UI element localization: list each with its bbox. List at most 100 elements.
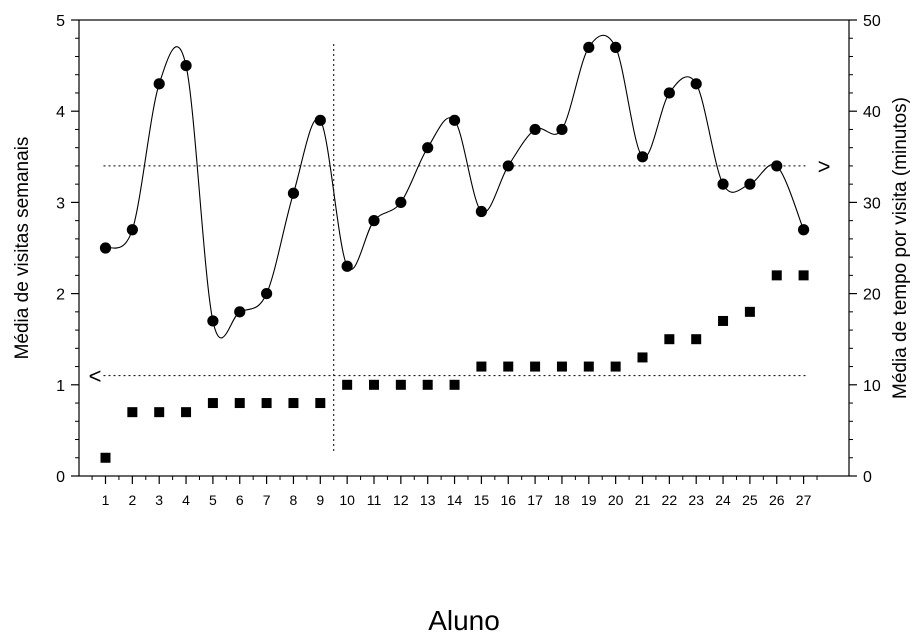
y-left-tick-label: 1 [56, 378, 65, 395]
data-point-square [718, 316, 728, 326]
y-left-tick-label: 3 [56, 195, 65, 212]
data-point-circle [503, 160, 514, 171]
reference-marker-label: < [89, 364, 102, 389]
data-point-square [584, 362, 594, 372]
data-point-square [235, 398, 245, 408]
data-point-square [208, 398, 218, 408]
data-point-circle [744, 179, 755, 190]
x-axis-title: Aluno [428, 605, 500, 636]
data-point-square [745, 307, 755, 317]
data-point-circle [583, 42, 594, 53]
data-point-circle [771, 160, 782, 171]
data-point-circle [717, 179, 728, 190]
y-axis-left-title: Média de visitas semanais [12, 137, 33, 360]
x-tick-label: 4 [182, 492, 190, 508]
y-right-tick-label: 50 [863, 13, 881, 30]
data-point-circle [556, 124, 567, 135]
data-point-square [342, 380, 352, 390]
y-right-tick-label: 10 [863, 378, 881, 395]
x-tick-label: 5 [209, 492, 217, 508]
data-point-circle [261, 288, 272, 299]
data-point-square [288, 398, 298, 408]
data-point-square [315, 398, 325, 408]
data-point-circle [180, 60, 191, 71]
x-tick-label: 2 [128, 492, 136, 508]
data-point-square [476, 362, 486, 372]
data-point-square [369, 380, 379, 390]
x-tick-label: 8 [290, 492, 298, 508]
x-tick-label: 1 [102, 492, 110, 508]
data-point-circle [100, 242, 111, 253]
plot-frame [79, 20, 849, 476]
data-point-circle [530, 124, 541, 135]
data-point-square [799, 270, 809, 280]
data-point-square [638, 352, 648, 362]
x-tick-label: 10 [339, 492, 355, 508]
data-point-square [423, 380, 433, 390]
data-point-square [154, 407, 164, 417]
x-tick-label: 9 [316, 492, 324, 508]
x-tick-label: 18 [554, 492, 570, 508]
x-tick-label: 17 [527, 492, 543, 508]
data-point-circle [315, 115, 326, 126]
x-tick-label: 20 [608, 492, 624, 508]
data-point-circle [798, 224, 809, 235]
data-point-square [127, 407, 137, 417]
y-left-tick-label: 2 [56, 287, 65, 304]
data-point-square [530, 362, 540, 372]
data-point-square [691, 334, 701, 344]
x-tick-label: 7 [263, 492, 271, 508]
data-point-square [262, 398, 272, 408]
x-tick-label: 3 [155, 492, 163, 508]
x-tick-label: 24 [715, 492, 731, 508]
x-tick-label: 25 [742, 492, 758, 508]
x-tick-label: 12 [393, 492, 409, 508]
data-point-square [101, 453, 111, 463]
data-point-circle [368, 215, 379, 226]
data-point-circle [637, 151, 648, 162]
y-axis-right-title: Média de tempo por visita (minutos) [890, 97, 911, 399]
x-tick-label: 6 [236, 492, 244, 508]
y-right-tick-label: 20 [863, 287, 881, 304]
x-tick-label: 26 [769, 492, 785, 508]
x-tick-label: 21 [635, 492, 651, 508]
x-tick-label: 27 [796, 492, 812, 508]
data-point-circle [127, 224, 138, 235]
y-left-tick-label: 5 [56, 13, 65, 30]
data-point-square [503, 362, 513, 372]
data-point-square [664, 334, 674, 344]
x-tick-label: 15 [474, 492, 490, 508]
data-point-circle [610, 42, 621, 53]
data-point-circle [449, 115, 460, 126]
data-point-square [772, 270, 782, 280]
data-point-square [611, 362, 621, 372]
data-point-square [557, 362, 567, 372]
data-point-square [450, 380, 460, 390]
data-point-square [181, 407, 191, 417]
x-tick-label: 11 [367, 492, 382, 508]
data-point-square [396, 380, 406, 390]
x-tick-label: 23 [688, 492, 704, 508]
data-point-circle [207, 315, 218, 326]
data-point-circle [691, 78, 702, 89]
y-right-tick-label: 0 [863, 469, 872, 486]
y-right-tick-label: 40 [863, 104, 881, 121]
x-tick-label: 19 [581, 492, 597, 508]
data-point-circle [234, 306, 245, 317]
series [100, 35, 809, 462]
data-point-circle [395, 197, 406, 208]
data-point-circle [476, 206, 487, 217]
y-left-tick-label: 0 [56, 469, 65, 486]
x-tick-label: 14 [447, 492, 463, 508]
data-point-circle [288, 188, 299, 199]
reference-marker-label: > [818, 154, 831, 179]
data-point-circle [422, 142, 433, 153]
y-left-tick-label: 4 [56, 104, 65, 121]
x-tick-label: 16 [500, 492, 516, 508]
reference-lines: >< [89, 44, 831, 454]
y-right-tick-label: 30 [863, 195, 881, 212]
data-point-circle [664, 87, 675, 98]
x-tick-label: 22 [662, 492, 678, 508]
